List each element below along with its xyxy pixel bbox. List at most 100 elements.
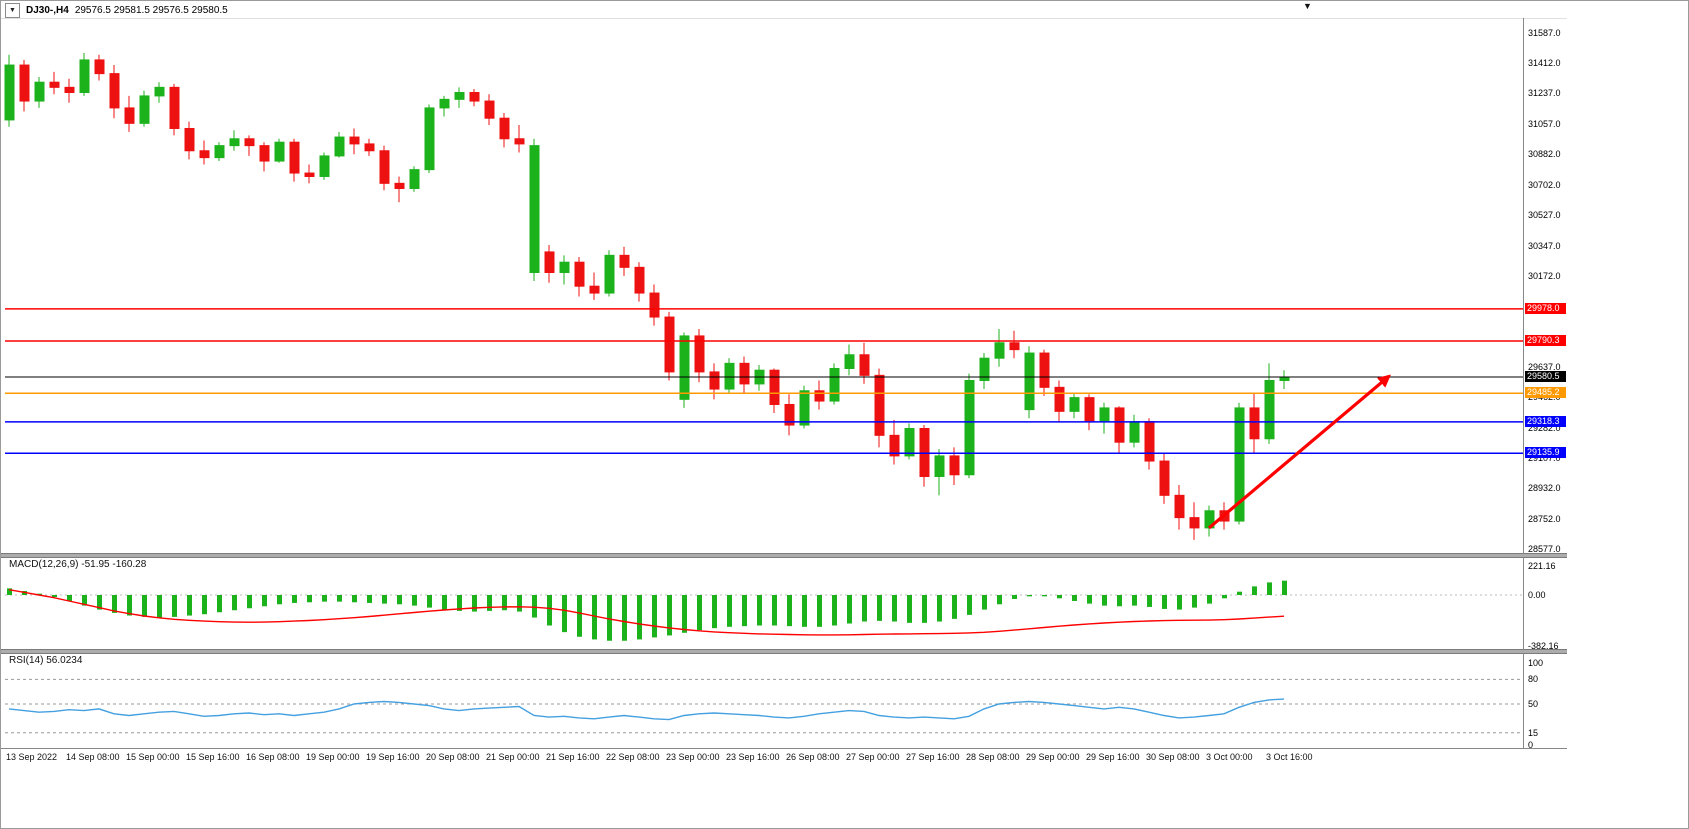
macd-bar — [967, 595, 972, 615]
macd-bar — [607, 595, 612, 641]
candle — [724, 358, 735, 393]
macd-bar — [1057, 595, 1062, 599]
macd-bar — [1252, 586, 1257, 595]
macd-bar — [127, 595, 132, 616]
candle — [49, 71, 60, 95]
macd-bar — [1012, 595, 1017, 599]
macd-bar — [1027, 595, 1032, 597]
candle — [214, 142, 225, 162]
candle — [904, 423, 915, 460]
macd-bar — [427, 595, 432, 608]
candle — [559, 255, 570, 285]
candle — [784, 394, 795, 436]
macd-bar — [517, 595, 522, 612]
candle — [394, 176, 405, 203]
candle — [259, 142, 270, 172]
macd-bar — [1117, 595, 1122, 607]
symbol-dropdown-button[interactable]: ▼ — [5, 3, 20, 18]
macd-bar — [412, 595, 417, 606]
price-chart-area[interactable] — [5, 19, 1523, 553]
candle — [844, 344, 855, 376]
macd-bar — [802, 595, 807, 627]
candle — [829, 363, 840, 405]
candle — [619, 246, 630, 276]
chart-shift-marker[interactable]: ▼ — [1303, 1, 1312, 11]
macd-bar — [787, 595, 792, 627]
macd-bar — [622, 595, 627, 641]
macd-bar — [952, 595, 957, 619]
candle — [1189, 502, 1200, 540]
dropdown-icon: ▼ — [9, 7, 16, 14]
macd-bar — [562, 595, 567, 633]
candle — [979, 353, 990, 390]
candle — [1039, 349, 1050, 396]
candle — [694, 329, 705, 383]
candle — [439, 95, 450, 117]
candle — [424, 104, 435, 174]
macd-bar — [847, 595, 852, 624]
macd-bar — [877, 595, 882, 621]
macd-bar — [937, 595, 942, 622]
candle — [379, 145, 390, 191]
macd-bar — [727, 595, 732, 627]
macd-bar — [1147, 595, 1152, 607]
candle — [19, 59, 30, 112]
candle — [199, 140, 210, 165]
macd-bar — [502, 595, 507, 611]
macd-bar — [817, 595, 822, 627]
candle — [994, 329, 1005, 367]
macd-bar — [1102, 595, 1107, 606]
candle — [229, 130, 240, 151]
symbol-timeframe-label: DJ30-,H4 — [26, 5, 69, 16]
macd-bar — [862, 595, 867, 622]
macd-bar — [1177, 595, 1182, 610]
macd-bar — [892, 595, 897, 622]
macd-bar — [307, 595, 312, 603]
candle — [454, 87, 465, 108]
macd-bar — [742, 595, 747, 627]
candle — [934, 449, 945, 496]
candle — [34, 77, 45, 108]
macd-bar — [982, 595, 987, 610]
macd-bar — [337, 595, 342, 602]
candle — [319, 152, 330, 180]
macd-bar — [1237, 591, 1242, 595]
macd-bar — [142, 595, 147, 617]
candle — [739, 356, 750, 393]
candle — [139, 90, 150, 127]
macd-bar — [247, 595, 252, 609]
panel-separator[interactable] — [1, 649, 1567, 654]
macd-bar — [397, 595, 402, 605]
macd-bar — [682, 595, 687, 633]
candle — [289, 138, 300, 182]
candle — [169, 83, 180, 136]
candle — [1174, 485, 1185, 530]
candle — [1054, 380, 1065, 422]
macd-bar — [1162, 595, 1167, 609]
candle — [1069, 392, 1080, 419]
candle — [409, 166, 420, 192]
candle — [544, 245, 555, 283]
panel-separator[interactable] — [1, 553, 1567, 558]
macd-bar — [922, 595, 927, 623]
candle — [154, 82, 165, 103]
macd-bar — [532, 595, 537, 618]
macd-bar — [547, 595, 552, 626]
candle — [244, 135, 255, 156]
candle — [469, 89, 480, 107]
macd-bar — [82, 595, 87, 606]
candle — [1024, 346, 1035, 419]
macd-bar — [1207, 595, 1212, 604]
macd-bar — [637, 595, 642, 640]
macd-bar — [7, 588, 12, 595]
macd-bar — [712, 595, 717, 629]
candle — [589, 272, 600, 300]
macd-bar — [367, 595, 372, 603]
candle — [1159, 452, 1170, 504]
rsi-indicator-label: RSI(14) 56.0234 — [9, 655, 83, 666]
macd-bar — [577, 595, 582, 637]
trend-arrow[interactable] — [1207, 374, 1391, 530]
candle — [814, 380, 825, 410]
